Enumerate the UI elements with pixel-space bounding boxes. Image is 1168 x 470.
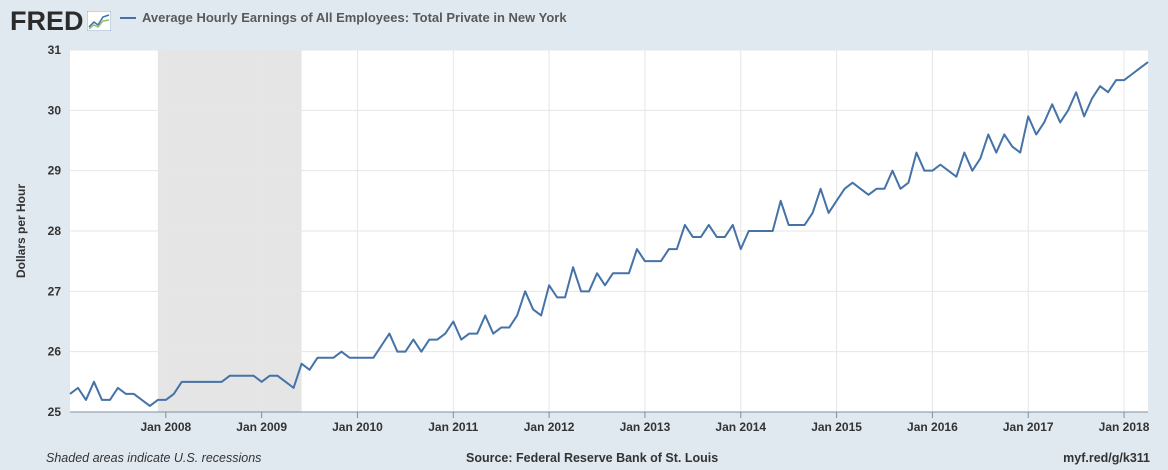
x-tick-label: Jan 2012 xyxy=(524,420,575,434)
x-tick-label: Jan 2009 xyxy=(236,420,287,434)
x-axis-ticks: Jan 2008 Jan 2009 Jan 2010 Jan 2011 Jan 2012… xyxy=(140,412,1150,434)
y-tick-label: 29 xyxy=(48,164,62,178)
recession-note: Shaded areas indicate U.S. recessions xyxy=(46,451,262,465)
y-tick-label: 31 xyxy=(48,43,62,57)
x-tick-label: Jan 2017 xyxy=(1003,420,1054,434)
short-link[interactable]: myf.red/g/k311 xyxy=(1063,451,1150,465)
x-tick-label: Jan 2010 xyxy=(332,420,383,434)
series-line xyxy=(69,61,1149,407)
x-tick-label: Jan 2014 xyxy=(715,420,766,434)
y-tick-label: 26 xyxy=(48,345,62,359)
y-tick-label: 30 xyxy=(48,103,62,117)
y-axis-label: Dollars per Hour xyxy=(14,184,28,278)
x-tick-label: Jan 2018 xyxy=(1099,420,1150,434)
chart-legend: Average Hourly Earnings of All Employees… xyxy=(120,10,567,25)
x-tick-label: Jan 2011 xyxy=(428,420,478,434)
logo-text: FRED xyxy=(10,6,84,36)
y-tick-label: 25 xyxy=(48,405,62,419)
logo-graph-icon xyxy=(86,11,111,31)
line-chart[interactable]: Jan 2008 Jan 2009 Jan 2010 Jan 2011 Jan 2012… xyxy=(0,0,1168,448)
legend-label: Average Hourly Earnings of All Employees… xyxy=(142,10,567,25)
x-tick-label: Jan 2015 xyxy=(811,420,862,434)
y-axis-ticks: 25 26 27 28 29 30 31 xyxy=(48,43,62,419)
x-tick-label: Jan 2008 xyxy=(140,420,191,434)
x-tick-label: Jan 2016 xyxy=(907,420,958,434)
series-lines xyxy=(69,61,1149,407)
y-tick-label: 28 xyxy=(48,224,62,238)
source-note: Source: Federal Reserve Bank of St. Loui… xyxy=(466,451,719,465)
y-tick-label: 27 xyxy=(48,284,62,298)
chart-header: FRED Average Hourly Earnings of All Empl… xyxy=(0,0,1168,40)
fred-logo[interactable]: FRED xyxy=(10,6,111,36)
legend-line-swatch xyxy=(120,16,136,19)
grid-lines xyxy=(70,49,1148,412)
x-tick-label: Jan 2013 xyxy=(620,420,671,434)
